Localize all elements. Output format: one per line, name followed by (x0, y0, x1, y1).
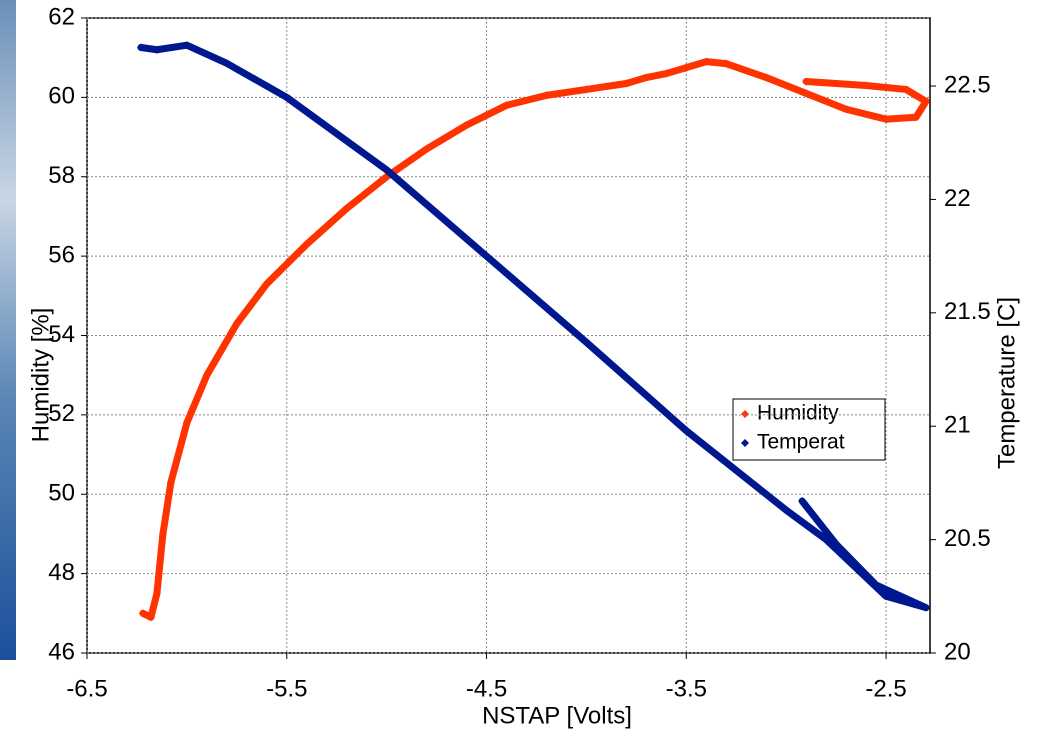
point-trail (137, 41, 930, 612)
x-tick-label: -5.5 (266, 675, 307, 702)
y-tick-label: 60 (48, 83, 75, 110)
point (882, 115, 891, 124)
point (422, 144, 431, 153)
legend-box (732, 398, 886, 461)
y2-tick-label: 20 (944, 638, 971, 665)
point (462, 121, 471, 130)
point (922, 97, 931, 106)
point (782, 506, 791, 515)
point (182, 418, 191, 427)
y-tick-label: 62 (48, 3, 75, 30)
point (822, 535, 831, 544)
legend-marker (741, 410, 749, 418)
point (502, 101, 511, 110)
y2-tick-label: 21.5 (944, 298, 991, 325)
legend-label: Humidity (757, 402, 839, 425)
y2-tick-label: 20.5 (944, 525, 991, 552)
y2-axis-label: Temperature [C] (993, 297, 1020, 469)
x-tick-label: -2.5 (865, 675, 906, 702)
point (582, 338, 591, 347)
legend: Humidity Temperat (732, 398, 886, 461)
point (922, 603, 931, 612)
point (662, 69, 671, 78)
point (912, 113, 921, 122)
point (136, 43, 145, 52)
point (158, 529, 167, 538)
point (802, 77, 811, 86)
point (152, 45, 161, 54)
y-tick-label: 54 (48, 321, 75, 348)
legend-marker (741, 439, 749, 447)
point (202, 371, 211, 380)
point (902, 85, 911, 94)
point (542, 91, 551, 100)
y-axis-label: Humidity [%] (27, 308, 54, 443)
point (282, 93, 291, 102)
y2-tick-label: 21 (944, 412, 971, 439)
point (152, 589, 161, 598)
y2-tick-label: 22.5 (944, 71, 991, 98)
point (762, 73, 771, 82)
point (702, 57, 711, 66)
point (682, 426, 691, 435)
point-trail (139, 58, 930, 621)
x-axis-label: NSTAP [Volts] (482, 702, 632, 729)
point (232, 319, 241, 328)
point (802, 89, 811, 98)
point (842, 105, 851, 114)
point (222, 59, 231, 68)
point (482, 252, 491, 261)
y-tick-label: 46 (48, 638, 75, 665)
point (682, 63, 691, 72)
x-tick-label: -3.5 (666, 675, 707, 702)
point (862, 81, 871, 90)
legend-label: Temperat (757, 431, 845, 454)
point (642, 73, 651, 82)
x-tick-label: -6.5 (66, 675, 107, 702)
point (722, 59, 731, 68)
y-tick-label: 48 (48, 559, 75, 586)
point (302, 240, 311, 249)
y-tick-label: 58 (48, 162, 75, 189)
point (882, 592, 891, 601)
y-tick-label: 50 (48, 480, 75, 507)
point (182, 41, 191, 50)
point (138, 609, 147, 618)
point (146, 613, 155, 622)
x-tick-label: -4.5 (466, 675, 507, 702)
point (798, 497, 807, 506)
point (382, 165, 391, 174)
point (872, 580, 881, 589)
background-strip (0, 0, 16, 660)
point (262, 279, 271, 288)
point (622, 79, 631, 88)
y-tick-label: 56 (48, 241, 75, 268)
y2-tick-label: 22 (944, 185, 971, 212)
point (832, 540, 841, 549)
point (166, 478, 175, 487)
point (582, 85, 591, 94)
y-tick-label: 52 (48, 400, 75, 427)
point (342, 204, 351, 213)
